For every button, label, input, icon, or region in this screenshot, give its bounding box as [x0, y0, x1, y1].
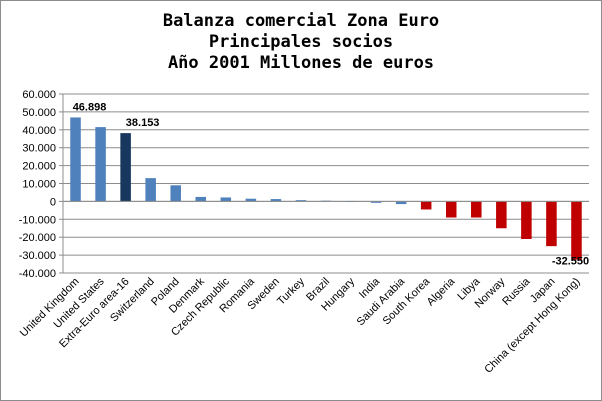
chart-title-line-3: Año 2001 Millones de euros — [168, 53, 434, 73]
bar-united-states — [95, 127, 106, 202]
y-tick-label: 40.000 — [22, 125, 56, 137]
x-tick-label: Algeria — [425, 275, 458, 308]
bar-united-kingdom — [70, 117, 81, 202]
bar-libya — [471, 201, 482, 218]
chart-title-line-2: Principales socios — [209, 32, 393, 52]
y-tick-label: 50.000 — [22, 107, 56, 119]
data-labels: 46.898 38.153 -32.550 — [73, 101, 589, 267]
bar-india — [370, 201, 382, 203]
bar-czech-republic — [220, 197, 232, 202]
y-tick-label: -10.000 — [19, 214, 56, 226]
y-tick-label: 0 — [50, 196, 56, 208]
y-tick-label: -40.000 — [19, 268, 56, 280]
data-label: 38.153 — [126, 117, 160, 129]
data-label: -32.550 — [552, 256, 589, 268]
bar-china-except-hong-kong — [571, 201, 582, 260]
y-tick-label: -20.000 — [19, 232, 56, 244]
bar-romania — [245, 198, 257, 202]
bar-saudi-arabia — [395, 201, 407, 205]
bar-south-korea — [420, 201, 432, 210]
bar-denmark — [195, 196, 207, 202]
y-tick-label: 10.000 — [22, 179, 56, 191]
x-tick-label: Russia — [500, 275, 533, 308]
bar-algeria — [445, 201, 457, 218]
x-tick-label: Turkey — [275, 275, 307, 307]
bar-sweden — [270, 199, 282, 202]
y-axis-ticks: 60.000 50.000 40.000 30.000 20.000 10.000 0 -10… — [19, 89, 63, 280]
y-tick-label: 20.000 — [22, 161, 56, 173]
bar-norway — [496, 201, 507, 229]
bars — [70, 117, 582, 260]
y-tick-label: 30.000 — [22, 143, 56, 155]
bar-turkey — [295, 200, 307, 202]
y-tick-label: -30.000 — [19, 250, 56, 262]
y-tick-label: 60.000 — [22, 89, 56, 101]
bar-japan — [546, 201, 557, 247]
bar-poland — [170, 185, 181, 202]
chart-title-line-1: Balanza comercial Zona Euro — [163, 11, 439, 31]
axes — [62, 94, 589, 273]
bar-switzerland — [145, 178, 156, 202]
bar-russia — [521, 201, 532, 239]
data-label: 46.898 — [73, 101, 107, 113]
bar-extra-euro-area-16 — [120, 133, 131, 202]
